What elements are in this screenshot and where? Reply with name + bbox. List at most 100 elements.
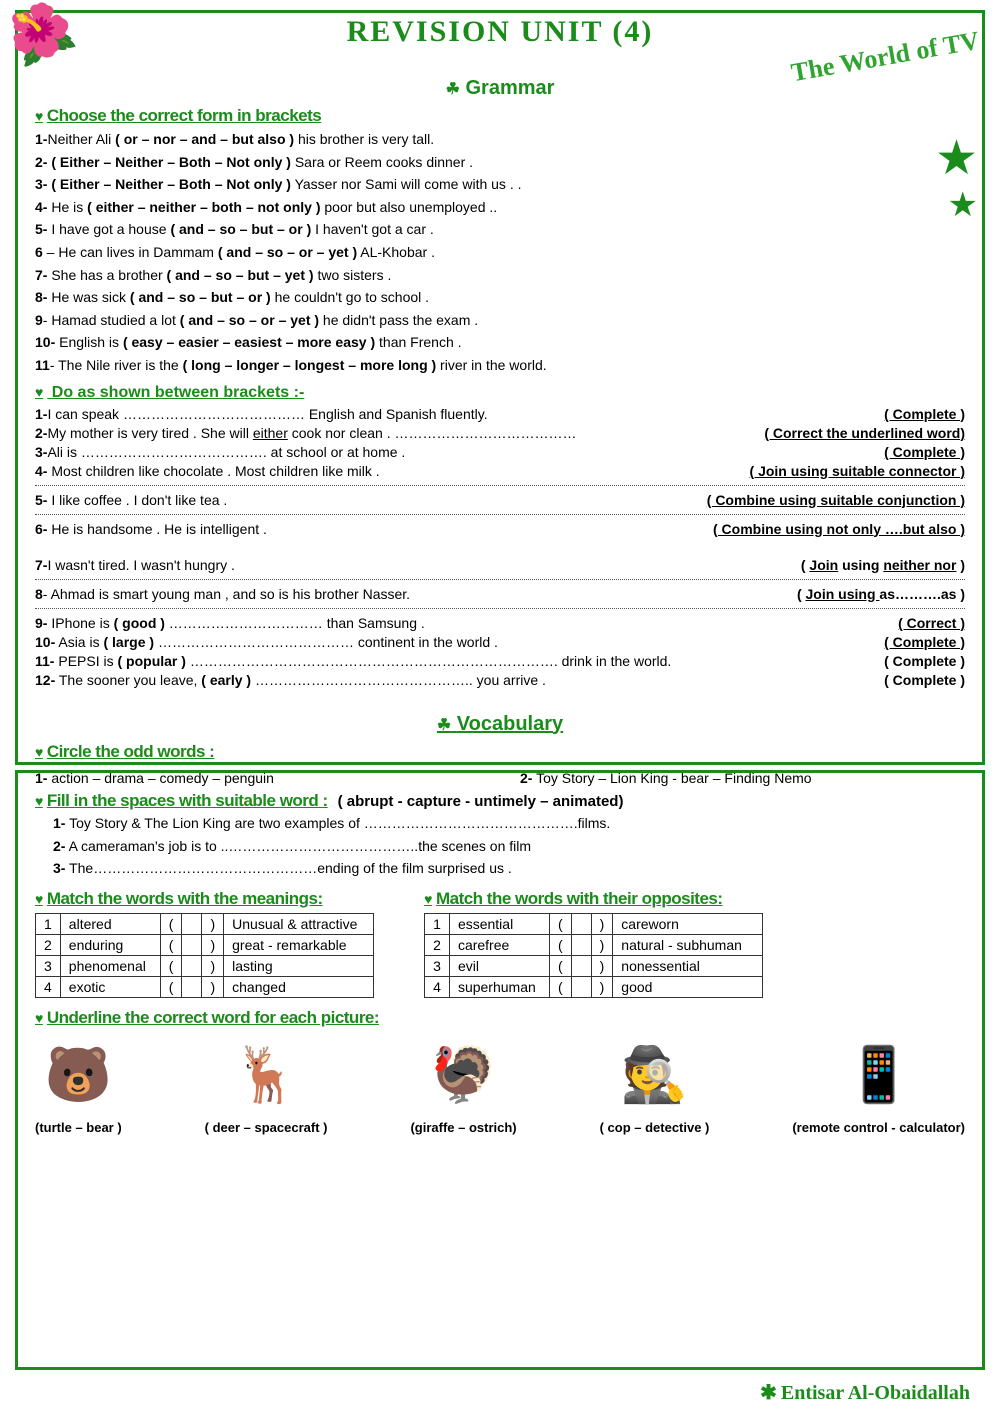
match1-heading: ♥Match the words with the meanings: (35, 889, 374, 909)
heart-icon: ♥ (35, 891, 43, 907)
picture-caption: ( cop – detective ) (600, 1120, 710, 1135)
item-number: 1- (35, 770, 47, 786)
picture-item: 🦃 (giraffe – ostrich) (410, 1036, 516, 1135)
choose-item: 6 – He can lives in Dammam ( and – so – … (35, 243, 965, 263)
picture-caption: (turtle – bear ) (35, 1120, 122, 1135)
picture-row: 🐻 (turtle – bear ) 🦌 ( deer – spacecraft ) 🦃… (35, 1036, 965, 1135)
choose-item: 7- She has a brother ( and – so – but – … (35, 266, 965, 286)
item-number: 2- (520, 770, 532, 786)
match1-table: 1altered()Unusual & attractive2enduring(… (35, 913, 374, 998)
doas-item: 8- Ahmad is smart young man , and so is … (35, 586, 965, 602)
item-text: action – drama – comedy – penguin (47, 770, 273, 786)
circle-head-text: Circle the odd words : (47, 742, 215, 761)
match-columns: ♥Match the words with the meanings: 1alt… (35, 883, 965, 998)
choose-item: 4- He is ( either – neither – both – not… (35, 198, 965, 218)
heart-icon: ♥ (424, 891, 432, 907)
doas-item: 1-I can speak ………………………………… English and … (35, 406, 965, 422)
doas-item: 9- IPhone is ( good ) …………………………… than S… (35, 615, 965, 631)
heart-icon: ♥ (35, 384, 43, 400)
title-row: REVISION UNIT (4) ☘ Grammar (35, 15, 965, 100)
heart-icon: ♥ (35, 793, 43, 809)
content-area: REVISION UNIT (4) ☘ Grammar ♥Choose the … (25, 15, 975, 1135)
match2-table: 1essential()careworn2carefree()natural -… (424, 913, 763, 998)
picture-icon: 📱 (792, 1036, 965, 1116)
choose-list: 1-Neither Ali ( or – nor – and – but als… (35, 130, 965, 376)
picture-caption: ( deer – spacecraft ) (205, 1120, 328, 1135)
table-row: 2carefree()natural - subhuman (425, 934, 763, 955)
doas-item: 2-My mother is very tired . She will eit… (35, 425, 965, 441)
choose-item: 1-Neither Ali ( or – nor – and – but als… (35, 130, 965, 150)
picture-icon: 🕵️ (600, 1036, 710, 1116)
choose-item: 3- ( Either – Neither – Both – Not only … (35, 175, 965, 195)
vocab-title-text: Vocabulary (457, 713, 563, 735)
choose-heading: ♥Choose the correct form in brackets (35, 106, 965, 126)
dotted-line (35, 576, 965, 580)
doas-item: 7-I wasn't tired. I wasn't hungry .( Joi… (35, 557, 965, 573)
circle-row: 1- action – drama – comedy – penguin 2- … (35, 766, 965, 792)
picture-caption: (remote control - calculator) (792, 1120, 965, 1135)
doas-item: 12- The sooner you leave, ( early ) …………… (35, 672, 965, 688)
author-name: Entisar Al-Obaidallah (781, 1382, 970, 1404)
item-text: Toy Story – Lion King - bear – Finding N… (532, 770, 811, 786)
choose-item: 9- Hamad studied a lot ( and – so – or –… (35, 311, 965, 331)
picture-icon: 🐻 (35, 1036, 122, 1116)
author-credit: ✱Entisar Al-Obaidallah (760, 1380, 970, 1405)
table-row: 1essential()careworn (425, 913, 763, 934)
doas-item: 6- He is handsome . He is intelligent .(… (35, 521, 965, 537)
heart-icon: ♥ (35, 108, 43, 124)
table-row: 4superhuman()good (425, 976, 763, 997)
worksheet-page: 🌺 The World of TV ★ ★ REVISION UNIT (4) … (0, 0, 1000, 1413)
match-meanings: ♥Match the words with the meanings: 1alt… (35, 883, 374, 998)
doas-list: 1-I can speak ………………………………… English and … (35, 406, 965, 688)
match-opposites: ♥Match the words with their opposites: 1… (424, 883, 763, 998)
star-icon: ✱ (760, 1382, 777, 1404)
doas-heading: ♥ Do as shown between brackets :- (35, 384, 965, 402)
picture-icon: 🦃 (410, 1036, 516, 1116)
underline-head-text: Underline the correct word for each pict… (47, 1008, 379, 1027)
fill-item: 2- A cameraman's job is to ..……………………………… (53, 837, 965, 857)
picture-item: 🦌 ( deer – spacecraft ) (205, 1036, 328, 1135)
choose-item: 5- I have got a house ( and – so – but –… (35, 220, 965, 240)
picture-item: 🕵️ ( cop – detective ) (600, 1036, 710, 1135)
match1-head-text: Match the words with the meanings: (47, 889, 323, 908)
doas-item: 4- Most children like chocolate . Most c… (35, 463, 965, 479)
table-row: 2enduring()great - remarkable (36, 934, 374, 955)
doas-item: 3-Ali is …………………………………. at school or at … (35, 444, 965, 460)
doas-item: 11- PEPSI is ( popular ) ………………………………………… (35, 653, 965, 669)
fill-head-text: Fill in the spaces with suitable word : (47, 791, 328, 810)
heart-icon: ♥ (35, 744, 43, 760)
circle-item: 1- action – drama – comedy – penguin (35, 769, 480, 789)
doas-head-text: Do as shown between brackets :- (52, 384, 305, 401)
vocab-title: ☘ Vocabulary (35, 713, 965, 736)
doas-item: 5- I like coffee . I don't like tea .( C… (35, 492, 965, 508)
subtitle-text: Grammar (465, 77, 554, 99)
dotted-line (35, 605, 965, 609)
choose-item: 2- ( Either – Neither – Both – Not only … (35, 153, 965, 173)
heart-icon: ♥ (35, 1010, 43, 1026)
dotted-line (35, 511, 965, 515)
match2-head-text: Match the words with their opposites: (436, 889, 723, 908)
main-title: REVISION UNIT (4) (35, 15, 965, 49)
table-row: 3evil()nonessential (425, 955, 763, 976)
choose-item: 8- He was sick ( and – so – but – or ) h… (35, 288, 965, 308)
dotted-line (35, 482, 965, 486)
doas-item: 10- Asia is ( large ) …………………………………… con… (35, 634, 965, 650)
picture-icon: 🦌 (205, 1036, 328, 1116)
circle-heading: ♥Circle the odd words : (35, 742, 965, 762)
choose-head-text: Choose the correct form in brackets (47, 106, 321, 125)
table-row: 4exotic()changed (36, 976, 374, 997)
fill-heading: ♥Fill in the spaces with suitable word : (35, 791, 328, 810)
table-row: 1altered()Unusual & attractive (36, 913, 374, 934)
picture-item: 🐻 (turtle – bear ) (35, 1036, 122, 1135)
underline-heading: ♥Underline the correct word for each pic… (35, 1008, 965, 1028)
fill-item: 1- Toy Story & The Lion King are two exa… (53, 814, 965, 834)
picture-caption: (giraffe – ostrich) (410, 1120, 516, 1135)
leaf-icon: ☘ (437, 717, 451, 734)
choose-item: 11- The Nile river is the ( long – longe… (35, 356, 965, 376)
fill-item: 3- The…………………………………………ending of the film… (53, 859, 965, 879)
match2-heading: ♥Match the words with their opposites: (424, 889, 763, 909)
leaf-icon: ☘ (446, 81, 460, 98)
table-row: 3phenomenal()lasting (36, 955, 374, 976)
circle-item: 2- Toy Story – Lion King - bear – Findin… (520, 769, 965, 789)
grammar-subtitle: ☘ Grammar (35, 77, 965, 100)
